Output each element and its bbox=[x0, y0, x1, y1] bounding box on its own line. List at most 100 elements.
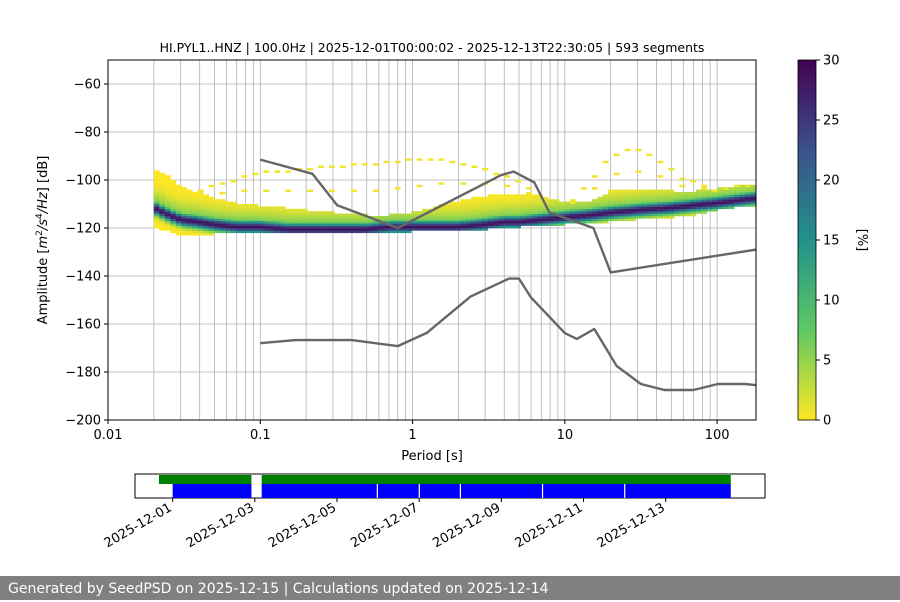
ppsd-cell bbox=[345, 228, 352, 231]
ppsd-cell bbox=[515, 223, 522, 226]
ppsd-cell bbox=[159, 228, 166, 231]
ppsd-cell bbox=[734, 196, 740, 200]
ppsd-cell bbox=[668, 208, 675, 212]
ppsd-cell bbox=[482, 201, 489, 205]
ppsd-cell bbox=[219, 204, 226, 207]
ppsd-cell bbox=[208, 208, 215, 212]
ppsd-cell bbox=[263, 213, 270, 217]
ppsd-cell bbox=[553, 199, 560, 202]
footer-text: Generated by SeedPSD on 2025-12-15 | Cal… bbox=[8, 581, 549, 597]
ppsd-cell bbox=[460, 211, 467, 214]
ppsd-cell bbox=[515, 211, 522, 214]
ppsd-outlier-cell bbox=[668, 168, 675, 171]
ppsd-cell bbox=[268, 223, 275, 226]
ppsd-cell bbox=[580, 211, 587, 214]
ppsd-cell bbox=[329, 218, 335, 222]
ppsd-outlier-cell bbox=[482, 168, 489, 171]
ppsd-cell bbox=[537, 199, 543, 202]
ppsd-cell bbox=[389, 218, 396, 222]
ppsd-cell bbox=[723, 201, 730, 205]
ppsd-cell bbox=[646, 208, 653, 212]
timeline-gap bbox=[459, 484, 461, 498]
ppsd-cell bbox=[728, 204, 735, 207]
ppsd-cell bbox=[630, 206, 636, 210]
ppsd-cell bbox=[531, 204, 538, 207]
ppsd-cell bbox=[712, 196, 719, 200]
ppsd-cell bbox=[465, 220, 472, 224]
ppsd-cell bbox=[181, 228, 188, 231]
ppsd-cell bbox=[246, 230, 253, 234]
ppsd-cell bbox=[558, 206, 565, 210]
ppsd-cell bbox=[624, 199, 631, 202]
timeline-tick-label: 2025-12-07 bbox=[348, 500, 421, 551]
ppsd-cell bbox=[630, 204, 636, 207]
ppsd-cell bbox=[706, 206, 713, 210]
ppsd-cell bbox=[630, 211, 636, 214]
ppsd-cell bbox=[651, 189, 658, 193]
ppsd-cell bbox=[339, 216, 346, 219]
ppsd-cell bbox=[323, 230, 330, 234]
ppsd-cell bbox=[170, 204, 177, 207]
ppsd-cell bbox=[662, 199, 669, 202]
ppsd-cell bbox=[252, 218, 259, 222]
ppsd-cell bbox=[630, 208, 636, 212]
ppsd-cell bbox=[690, 199, 697, 202]
ppsd-cell bbox=[389, 216, 396, 219]
ppsd-cell bbox=[547, 204, 554, 207]
ppsd-cell bbox=[186, 223, 193, 226]
ppsd-cell bbox=[312, 213, 319, 217]
ppsd-cell bbox=[651, 206, 658, 210]
ppsd-cell bbox=[745, 196, 751, 200]
ppsd-cell bbox=[274, 223, 281, 226]
ppsd-cell bbox=[361, 218, 368, 222]
ppsd-cell bbox=[443, 228, 450, 231]
ppsd-cell bbox=[493, 213, 500, 217]
ppsd-cell bbox=[208, 204, 215, 207]
ppsd-cell bbox=[619, 216, 626, 219]
ppsd-cell bbox=[405, 225, 412, 229]
ppsd-cell bbox=[471, 204, 478, 207]
ppsd-cell bbox=[422, 211, 428, 214]
ppsd-cell bbox=[690, 204, 697, 207]
ppsd-cell bbox=[454, 218, 461, 222]
ppsd-cell bbox=[214, 218, 220, 222]
ppsd-cell bbox=[509, 220, 516, 224]
ppsd-cell bbox=[225, 230, 231, 234]
ppsd-cell bbox=[575, 216, 582, 219]
ppsd-cell bbox=[394, 228, 401, 231]
ppsd-cell bbox=[263, 216, 270, 219]
ppsd-cell bbox=[214, 208, 220, 212]
ppsd-cell bbox=[164, 208, 171, 212]
ppsd-cell bbox=[159, 175, 166, 178]
ppsd-cell bbox=[684, 206, 691, 210]
ppsd-cell bbox=[246, 216, 253, 219]
ppsd-cell bbox=[318, 220, 324, 224]
ppsd-cell bbox=[285, 228, 292, 231]
ppsd-cell bbox=[635, 189, 642, 193]
ppsd-cell bbox=[334, 213, 341, 217]
ppsd-outlier-cell bbox=[460, 182, 467, 185]
ppsd-cell bbox=[580, 208, 587, 212]
ppsd-cell bbox=[750, 199, 756, 202]
ppsd-outlier-cell bbox=[493, 172, 500, 176]
ppsd-cell bbox=[186, 216, 193, 219]
ppsd-outlier-cell bbox=[646, 153, 653, 156]
ppsd-cell bbox=[690, 192, 697, 195]
ppsd-cell bbox=[257, 223, 264, 226]
ppsd-cell bbox=[296, 216, 303, 219]
ppsd-cell bbox=[580, 218, 587, 222]
ppsd-cell bbox=[181, 218, 188, 222]
ppsd-outlier-cell bbox=[208, 184, 215, 188]
ppsd-cell bbox=[350, 230, 357, 234]
ppsd-cell bbox=[170, 187, 177, 190]
x-tick-label: 100 bbox=[705, 428, 730, 443]
ppsd-cell bbox=[745, 204, 751, 207]
ppsd-cell bbox=[515, 220, 522, 224]
ppsd-cell bbox=[225, 213, 231, 217]
ppsd-cell bbox=[279, 208, 286, 212]
ppsd-cell bbox=[668, 189, 675, 193]
ppsd-cell bbox=[547, 220, 554, 224]
ppsd-cell bbox=[712, 201, 719, 205]
ppsd-cell bbox=[350, 228, 357, 231]
ppsd-cell bbox=[208, 225, 215, 229]
